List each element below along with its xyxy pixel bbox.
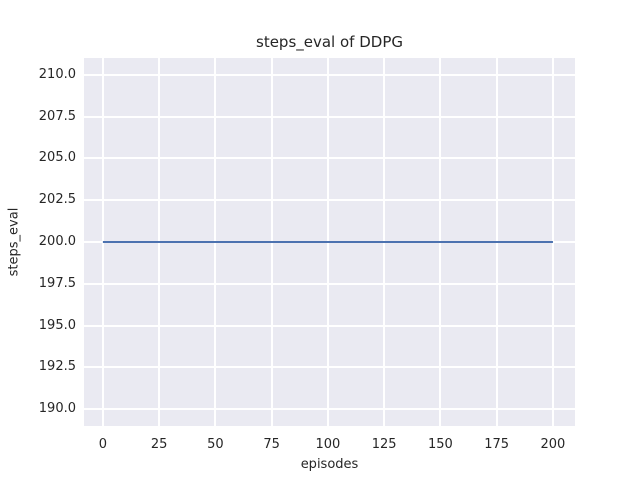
gridline-horizontal	[84, 408, 575, 411]
chart-title: steps_eval of DDPG	[256, 33, 403, 51]
x-tick-label: 75	[263, 437, 280, 452]
y-tick-label: 195.0	[38, 317, 76, 333]
x-tick-label: 175	[484, 437, 510, 452]
gridline-horizontal	[84, 366, 575, 369]
x-tick-label: 25	[150, 437, 168, 452]
y-tick-label: 197.5	[38, 275, 76, 291]
y-tick-label: 190.0	[38, 401, 76, 417]
gridline-horizontal	[84, 199, 575, 202]
gridline-horizontal	[84, 115, 575, 118]
y-tick-label: 192.5	[38, 359, 76, 375]
x-tick-label: 125	[371, 437, 397, 452]
gridline-horizontal	[84, 157, 575, 160]
gridline-horizontal	[84, 282, 575, 285]
y-tick-label: 207.5	[38, 108, 76, 124]
x-tick-label: 200	[540, 437, 566, 452]
y-tick-label: 200.0	[38, 234, 76, 249]
y-tick-label: 210.0	[38, 66, 76, 82]
line-series-svg	[102, 241, 553, 243]
x-tick-label: 100	[315, 437, 341, 452]
x-tick-label: 0	[98, 437, 108, 452]
x-tick-label: 150	[428, 437, 453, 452]
y-axis-label: steps_eval	[6, 207, 22, 277]
plot-area	[84, 58, 575, 426]
y-tick-label: 205.0	[38, 150, 76, 166]
x-axis-label: episodes	[300, 457, 359, 472]
x-tick-label: 50	[207, 437, 224, 452]
gridline-horizontal	[84, 324, 575, 327]
y-tick-label: 202.5	[38, 192, 76, 208]
gridline-horizontal	[84, 73, 575, 76]
